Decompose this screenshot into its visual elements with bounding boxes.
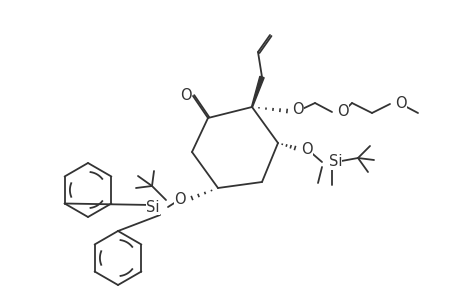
- Text: Si: Si: [328, 154, 342, 169]
- Text: Si: Si: [146, 200, 160, 214]
- Text: O: O: [300, 142, 312, 157]
- Text: O: O: [180, 88, 191, 103]
- Text: O: O: [174, 191, 185, 206]
- Polygon shape: [251, 76, 263, 107]
- Text: O: O: [291, 103, 303, 118]
- Text: O: O: [336, 103, 348, 118]
- Text: O: O: [394, 95, 406, 110]
